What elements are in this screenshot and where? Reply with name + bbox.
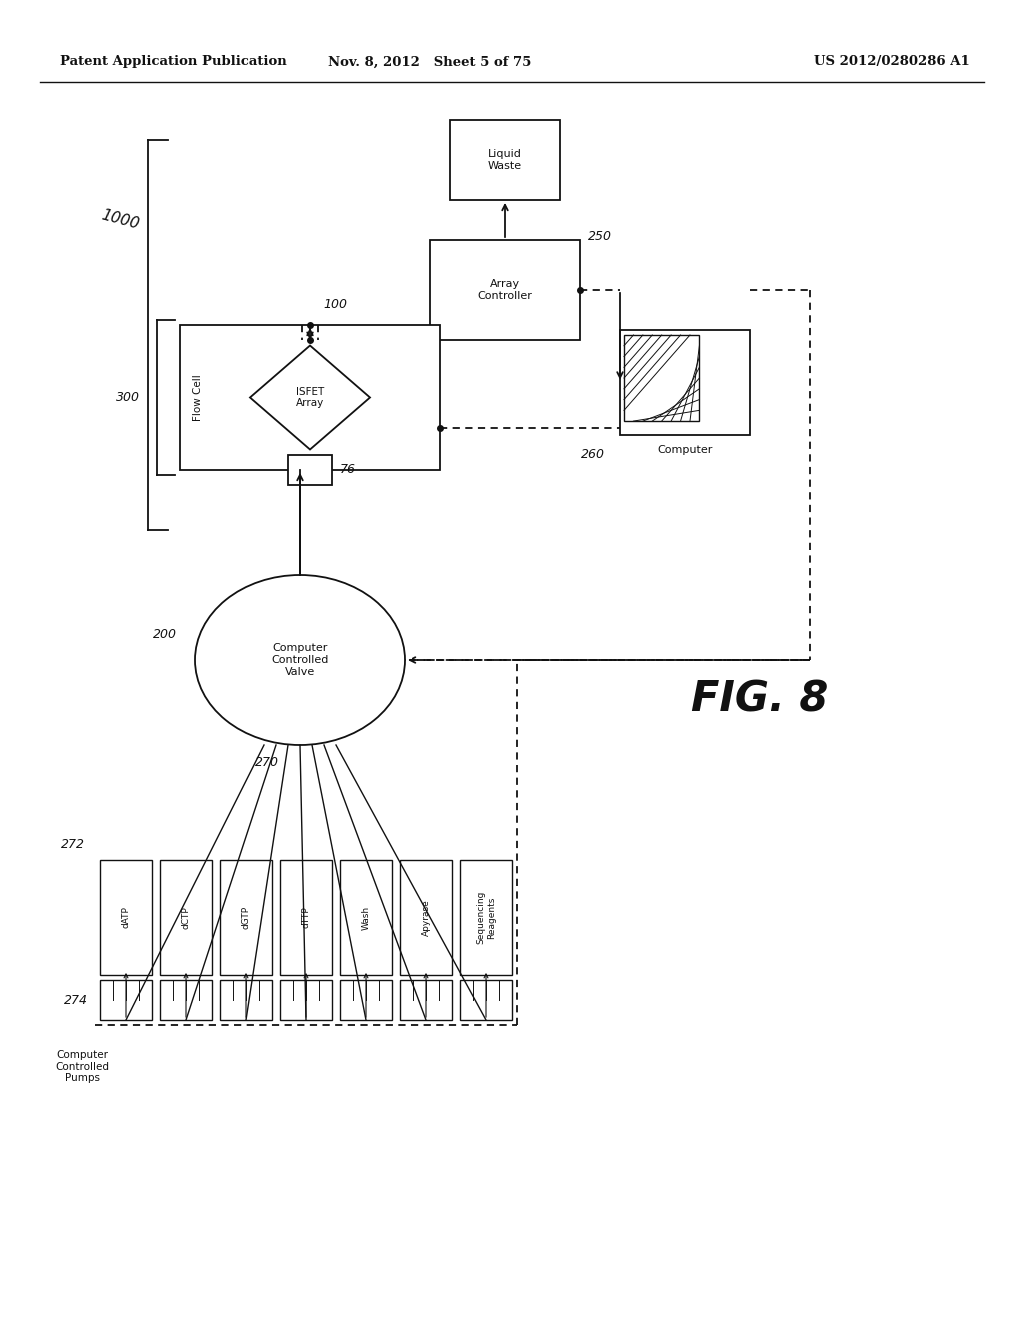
Text: Apyrase: Apyrase <box>422 899 430 936</box>
Bar <box>220 979 272 1020</box>
Text: dGTP: dGTP <box>242 906 251 929</box>
Bar <box>430 240 580 341</box>
Text: Array
Controller: Array Controller <box>477 280 532 301</box>
Bar <box>100 979 152 1020</box>
Text: Computer
Controlled
Valve: Computer Controlled Valve <box>271 643 329 677</box>
Bar <box>280 979 332 1020</box>
Bar <box>100 861 152 975</box>
Text: 274: 274 <box>63 994 88 1006</box>
Text: 272: 272 <box>61 838 85 851</box>
Bar <box>220 861 272 975</box>
Text: Nov. 8, 2012   Sheet 5 of 75: Nov. 8, 2012 Sheet 5 of 75 <box>329 55 531 69</box>
Bar <box>280 861 332 975</box>
Bar <box>160 861 212 975</box>
Bar <box>620 330 750 436</box>
Text: FIG. 8: FIG. 8 <box>691 678 828 721</box>
Text: dCTP: dCTP <box>181 906 190 929</box>
Text: 76: 76 <box>340 463 356 477</box>
Text: dATP: dATP <box>122 907 130 928</box>
Text: 250: 250 <box>588 230 612 243</box>
Bar <box>160 979 212 1020</box>
Bar <box>288 454 332 484</box>
Bar <box>460 861 512 975</box>
Text: 100: 100 <box>323 298 347 312</box>
Text: Sequencing
Reagents: Sequencing Reagents <box>476 891 496 944</box>
Text: 200: 200 <box>153 628 177 642</box>
Text: 270: 270 <box>255 756 279 770</box>
Text: 300: 300 <box>116 391 140 404</box>
Bar <box>340 861 392 975</box>
Text: Patent Application Publication: Patent Application Publication <box>60 55 287 69</box>
Bar <box>460 979 512 1020</box>
Text: Liquid
Waste: Liquid Waste <box>488 149 522 170</box>
Text: dTTP: dTTP <box>301 907 310 928</box>
Text: Wash: Wash <box>361 906 371 929</box>
Bar <box>340 979 392 1020</box>
Bar <box>400 861 452 975</box>
Text: Computer
Controlled
Pumps: Computer Controlled Pumps <box>55 1049 109 1084</box>
Text: Computer: Computer <box>657 445 713 455</box>
Bar <box>180 325 440 470</box>
Bar <box>624 335 699 421</box>
Text: US 2012/0280286 A1: US 2012/0280286 A1 <box>814 55 970 69</box>
Text: Flow Cell: Flow Cell <box>193 374 203 421</box>
Text: 260: 260 <box>581 449 605 462</box>
Bar <box>450 120 560 201</box>
Text: ISFET
Array: ISFET Array <box>296 387 325 408</box>
Bar <box>400 979 452 1020</box>
Text: 1000: 1000 <box>99 207 140 232</box>
